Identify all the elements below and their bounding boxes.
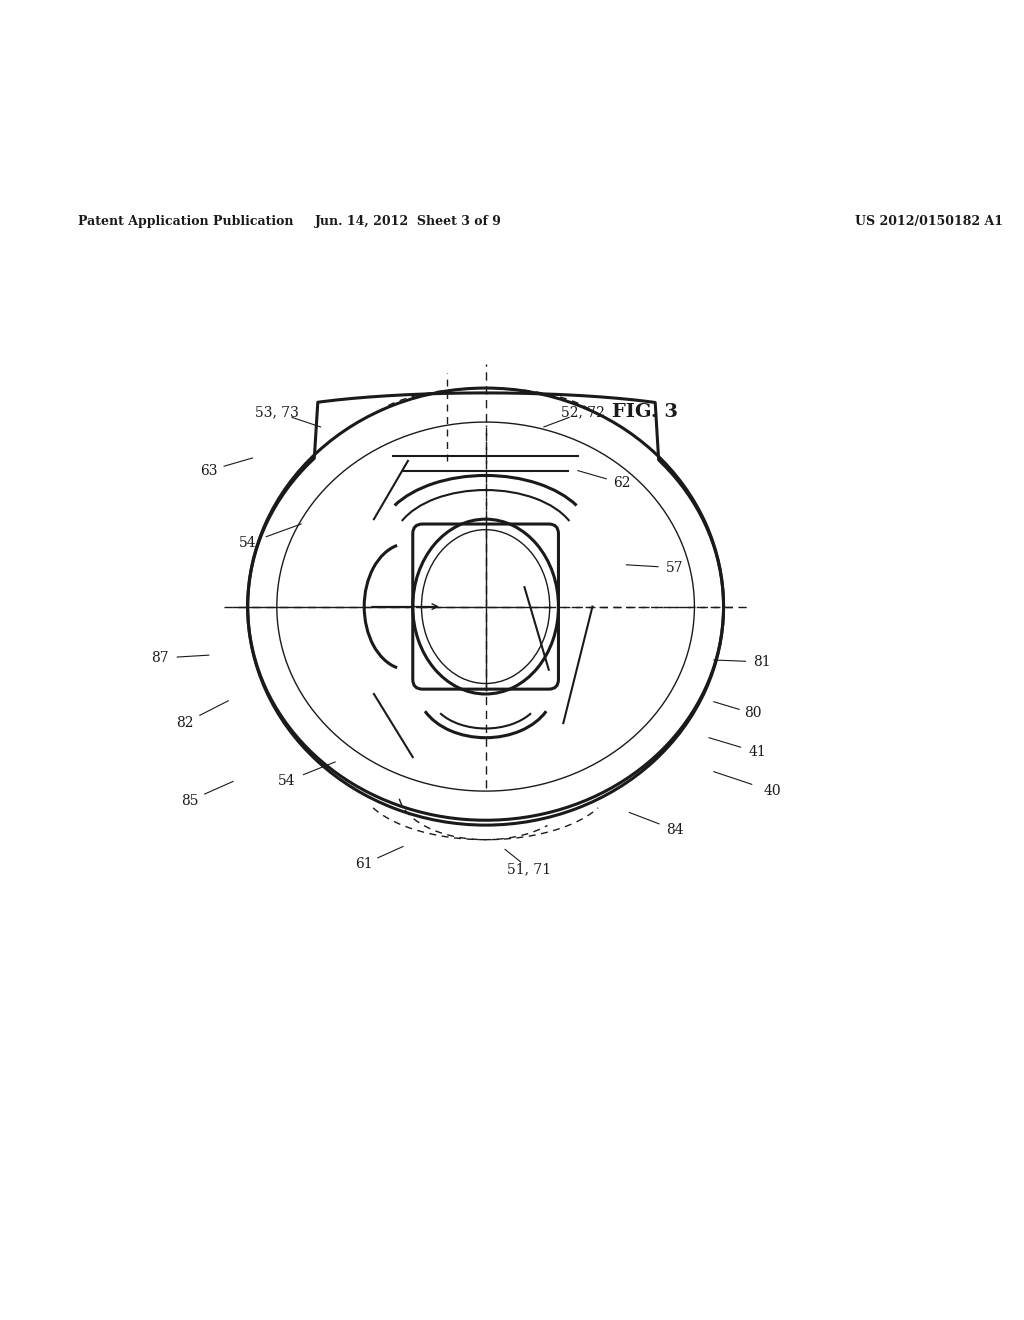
Text: 41: 41 bbox=[749, 746, 766, 759]
Text: 63: 63 bbox=[200, 463, 217, 478]
Text: 40: 40 bbox=[763, 784, 781, 799]
Text: 57: 57 bbox=[667, 561, 684, 574]
Text: 82: 82 bbox=[176, 717, 194, 730]
Text: US 2012/0150182 A1: US 2012/0150182 A1 bbox=[855, 215, 1002, 228]
Text: Patent Application Publication: Patent Application Publication bbox=[78, 215, 293, 228]
Text: 54: 54 bbox=[239, 536, 256, 550]
Text: 53, 73: 53, 73 bbox=[255, 405, 299, 420]
Text: 52, 72: 52, 72 bbox=[561, 405, 605, 420]
Text: 51, 71: 51, 71 bbox=[507, 862, 551, 875]
Text: 85: 85 bbox=[180, 793, 198, 808]
Text: 81: 81 bbox=[754, 655, 771, 669]
Text: Jun. 14, 2012  Sheet 3 of 9: Jun. 14, 2012 Sheet 3 of 9 bbox=[314, 215, 502, 228]
Text: 61: 61 bbox=[355, 857, 373, 871]
Text: FIG. 3: FIG. 3 bbox=[612, 404, 678, 421]
Text: 80: 80 bbox=[744, 706, 762, 721]
Text: 54: 54 bbox=[278, 775, 295, 788]
Text: 84: 84 bbox=[667, 822, 684, 837]
Text: 87: 87 bbox=[152, 651, 169, 665]
Text: 62: 62 bbox=[612, 477, 631, 490]
